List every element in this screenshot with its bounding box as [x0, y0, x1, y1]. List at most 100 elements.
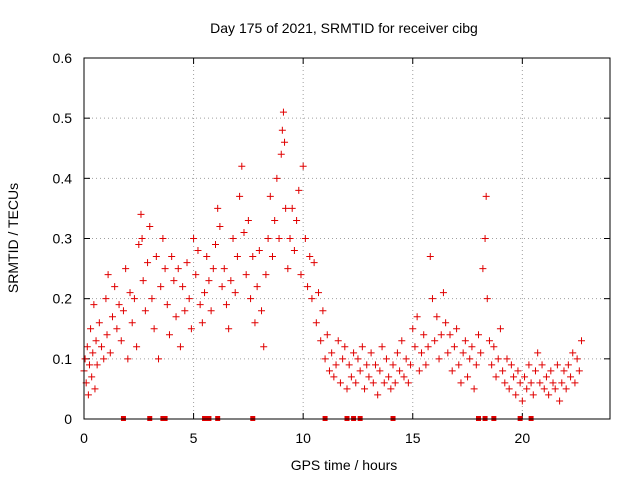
data-point: [128, 319, 136, 327]
data-point: [369, 379, 377, 387]
data-point: [218, 283, 226, 291]
data-point: [301, 235, 309, 242]
x-tick-label: 5: [190, 430, 198, 446]
data-point: [295, 186, 303, 194]
data-point: [350, 349, 358, 357]
data-point: [464, 373, 472, 381]
data-point: [216, 222, 224, 230]
data-point: [512, 391, 520, 399]
data-point: [422, 361, 430, 369]
data-point: [551, 385, 559, 393]
x-tick-label: 20: [515, 430, 531, 446]
data-point: [367, 349, 375, 357]
data-point: [89, 349, 97, 357]
data-point: [106, 349, 114, 357]
data-point: [482, 192, 490, 200]
data-point: [431, 337, 439, 345]
data-point: [457, 379, 465, 387]
y-tick-label: 0: [64, 411, 72, 427]
data-point: [475, 331, 482, 339]
data-point: [439, 289, 447, 297]
data-point: [571, 379, 579, 387]
data-point: [317, 337, 325, 345]
data-point: [330, 373, 338, 381]
data-point: [152, 253, 160, 261]
data-point: [389, 361, 397, 369]
y-tick-label: 0.1: [53, 351, 73, 367]
data-point: [446, 331, 454, 339]
data-point: [352, 379, 360, 387]
data-point: [455, 361, 463, 369]
data-point: [108, 313, 116, 321]
y-tick-label: 0.4: [53, 170, 73, 186]
data-point: [91, 385, 99, 393]
data-point: [163, 301, 171, 309]
data-point: [540, 385, 548, 393]
data-point: [547, 367, 555, 375]
data-point: [148, 295, 156, 303]
data-point: [297, 271, 305, 279]
data-point: [328, 349, 336, 357]
y-tick-label: 0.3: [53, 231, 73, 247]
data-point: [411, 343, 419, 351]
data-point: [499, 367, 507, 375]
data-point: [95, 319, 103, 327]
data-point: [468, 343, 476, 351]
data-point: [231, 289, 239, 297]
data-point: [133, 343, 141, 351]
data-point: [179, 283, 187, 291]
x-tick-label: 15: [405, 430, 421, 446]
data-point: [155, 355, 163, 363]
data-point: [192, 271, 200, 279]
data-point: [88, 373, 96, 381]
data-point: [358, 343, 366, 351]
data-point: [161, 265, 169, 273]
data-point: [84, 391, 92, 399]
data-point: [90, 301, 98, 309]
data-point: [214, 204, 222, 212]
data-point: [560, 367, 568, 375]
data-point: [194, 247, 202, 255]
data-point: [227, 277, 235, 285]
data-point: [356, 367, 364, 375]
data-point: [501, 379, 509, 387]
data-point: [398, 337, 406, 345]
data-point: [516, 379, 524, 387]
data-point: [545, 391, 553, 399]
data-point: [420, 331, 428, 339]
data-point: [190, 235, 198, 242]
data-point: [336, 379, 344, 387]
data-point: [448, 367, 456, 375]
data-point: [83, 343, 91, 351]
data-point: [159, 235, 167, 242]
data-point: [196, 301, 204, 309]
data-point: [119, 307, 127, 315]
data-point: [404, 379, 412, 387]
data-point: [402, 355, 410, 363]
data-point: [442, 319, 450, 327]
data-point: [553, 361, 561, 369]
data-point: [496, 325, 504, 333]
data-point: [165, 331, 173, 339]
data-point: [542, 373, 550, 381]
data-point: [266, 192, 274, 200]
data-point: [141, 307, 149, 315]
x-axis-label: GPS time / hours: [291, 457, 398, 473]
data-point: [144, 259, 152, 267]
data-point: [100, 355, 108, 363]
data-point: [415, 367, 423, 375]
data-point: [137, 210, 145, 218]
data-point: [387, 385, 395, 393]
data-point: [103, 331, 111, 339]
data-point: [222, 301, 230, 309]
data-point: [341, 343, 349, 351]
data-point: [529, 391, 537, 399]
data-point: [135, 241, 143, 249]
data-point: [229, 235, 237, 242]
data-point: [494, 355, 502, 363]
data-point: [531, 367, 539, 375]
data-point: [409, 325, 417, 333]
data-point: [450, 343, 458, 351]
data-point: [111, 283, 119, 291]
